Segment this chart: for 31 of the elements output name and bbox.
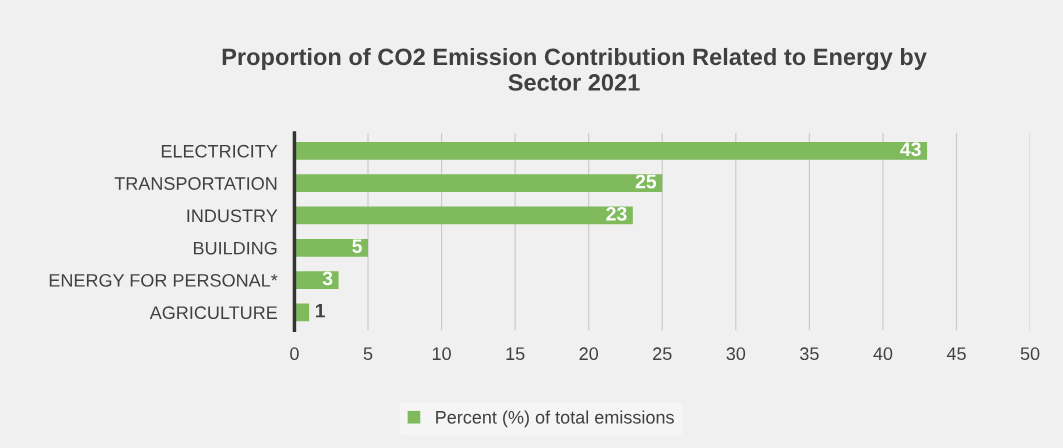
- bar: [294, 238, 369, 257]
- x-tick-label: 5: [363, 347, 373, 361]
- y-tick-label: AGRICULTURE: [149, 306, 278, 320]
- y-tick-label: ENERGY FOR PERSONAL*: [49, 273, 278, 287]
- bar: [294, 271, 339, 289]
- x-tick-label: 35: [800, 347, 819, 361]
- y-tick-label: TRANSPORTATION: [114, 177, 277, 190]
- x-tick-label: 25: [653, 347, 672, 361]
- x-tick-label: 30: [726, 347, 746, 361]
- data-label: 1: [315, 303, 325, 318]
- x-tick-label: 50: [1020, 347, 1040, 361]
- y-tick-label: BUILDING: [193, 241, 277, 255]
- y-tick-label: INDUSTRY: [187, 209, 278, 223]
- x-tick-label: 40: [873, 347, 893, 361]
- bar: [294, 206, 633, 225]
- x-tick-label: 15: [506, 347, 525, 361]
- data-label: 5: [352, 239, 362, 253]
- bar: [294, 303, 310, 322]
- data-label: 23: [606, 206, 627, 221]
- y-tick-label: ELECTRICITY: [161, 144, 278, 158]
- data-label: 43: [900, 142, 921, 157]
- x-tick-label: 20: [579, 347, 599, 361]
- bar: [294, 174, 663, 193]
- bar: [294, 142, 928, 160]
- data-label: 3: [322, 271, 333, 286]
- x-tick-label: 0: [290, 347, 299, 361]
- data-label: 25: [635, 174, 657, 189]
- legend-label: Percent (%) of total emissions: [436, 410, 674, 428]
- x-tick-label: 45: [946, 347, 966, 361]
- x-tick-label: 10: [432, 347, 451, 361]
- chart-title: Proportion of CO2 Emission Contribution Related to Energy by Sector 2021: [222, 47, 927, 91]
